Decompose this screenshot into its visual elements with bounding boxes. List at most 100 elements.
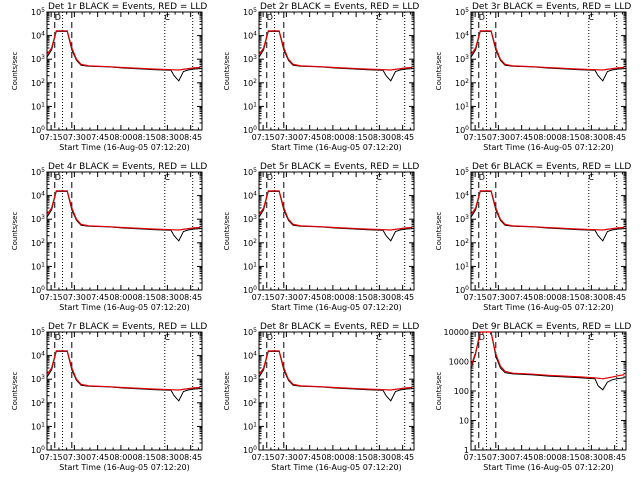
y-tick-label: 100	[243, 285, 257, 295]
x-tick-label: 08:45	[179, 133, 202, 142]
x-tick-label: 07:45	[510, 453, 533, 462]
panel-det-3: Det 3r BLACK = Events, RED = LLD 100 101 10…	[435, 2, 631, 152]
x-axis-label: Start Time (16-Aug-05 07:12:20)	[483, 303, 614, 312]
x-tick-label: 07:45	[86, 453, 109, 462]
x-tick-label: 07:30	[487, 133, 510, 142]
x-tick-label: 07:30	[487, 293, 510, 302]
panel-det-2: Det 2r BLACK = Events, RED = LLD 100 101 10…	[223, 2, 419, 152]
panel-title: Det 3r BLACK = Events, RED = LLD	[472, 2, 631, 12]
y-axis-label: Counts/sec	[11, 372, 19, 411]
panel-det-9: Det 9r BLACK = Events, RED = LLD 1 10 100 10…	[435, 322, 631, 472]
plot-frame	[258, 331, 415, 451]
x-tick-label: 07:45	[510, 293, 533, 302]
x-tick-label: 08:45	[179, 453, 202, 462]
x-axis-label: Start Time (16-Aug-05 07:12:20)	[271, 143, 402, 152]
x-tick-label: 08:15	[345, 293, 368, 302]
x-axis-label: Start Time (16-Aug-05 07:12:20)	[271, 463, 402, 472]
x-axis-label: Start Time (16-Aug-05 07:12:20)	[59, 463, 190, 472]
series-events-line	[470, 190, 625, 242]
x-tick-label: 07:45	[510, 133, 533, 142]
x-tick-label: 08:45	[603, 453, 626, 462]
y-tick-label: 104	[243, 351, 257, 361]
series-events-line	[258, 30, 413, 82]
series-lld-line	[258, 190, 413, 231]
x-tick-label: 08:45	[391, 293, 414, 302]
y-tick-label: 105	[455, 167, 469, 177]
x-tick-label: 08:00	[321, 453, 344, 462]
x-tick-label: 08:30	[368, 133, 391, 142]
y-axis-label: Counts/sec	[223, 52, 231, 91]
x-tick-label: 08:00	[533, 133, 556, 142]
y-tick-label: 103	[455, 54, 469, 64]
x-axis-label: Start Time (16-Aug-05 07:12:20)	[483, 143, 614, 152]
x-tick-label: 07:45	[298, 453, 321, 462]
x-tick-label: 07:30	[275, 453, 298, 462]
x-tick-label: 08:30	[156, 293, 179, 302]
marker-letter-c: C	[588, 13, 594, 22]
x-axis-label: Start Time (16-Aug-05 07:12:20)	[59, 303, 190, 312]
panel-det-4: Det 4r BLACK = Events, RED = LLD 100 101 10…	[11, 162, 207, 312]
panel-title: Det 1r BLACK = Events, RED = LLD	[48, 2, 207, 12]
series-events-line	[46, 190, 201, 242]
x-tick-label: 08:30	[368, 453, 391, 462]
series-lld-line	[470, 190, 625, 231]
panel-det-6: Det 6r BLACK = Events, RED = LLD 100 101 10…	[435, 162, 631, 312]
x-tick-label: 07:45	[298, 133, 321, 142]
marker-letter-d: D	[267, 173, 273, 182]
x-tick-label: 07:45	[298, 293, 321, 302]
y-tick-label: 100	[31, 285, 45, 295]
plot-frame	[46, 11, 203, 131]
series-events-line	[470, 331, 625, 391]
marker-letter-c: C	[164, 13, 170, 22]
x-tick-label: 07:15	[464, 293, 487, 302]
x-tick-label: 08:15	[557, 293, 580, 302]
series-events-line	[46, 30, 201, 82]
y-tick-label: 105	[31, 167, 45, 177]
y-axis-label: Counts/sec	[11, 212, 19, 251]
series-events-line	[258, 190, 413, 242]
x-tick-label: 08:00	[109, 293, 132, 302]
marker-letter-c: C	[376, 173, 382, 182]
marker-letter-d: D	[479, 333, 485, 342]
y-tick-label: 100	[31, 125, 45, 135]
y-tick-label: 105	[243, 167, 257, 177]
y-tick-label: 103	[31, 374, 45, 384]
x-tick-label: 08:00	[533, 453, 556, 462]
x-tick-label: 08:30	[156, 453, 179, 462]
series-lld-line	[46, 190, 201, 231]
marker-letter-d: D	[55, 333, 61, 342]
y-tick-label: 102	[455, 78, 469, 88]
y-tick-label: 101	[455, 101, 469, 111]
plot-frame	[258, 11, 415, 131]
x-axis-label: Start Time (16-Aug-05 07:12:20)	[483, 463, 614, 472]
x-tick-label: 07:30	[275, 293, 298, 302]
y-tick-label: 104	[455, 191, 469, 201]
x-tick-label: 08:45	[391, 453, 414, 462]
y-tick-label: 104	[243, 31, 257, 41]
x-tick-label: 08:15	[345, 453, 368, 462]
marker-letter-d: D	[55, 13, 61, 22]
panel-title: Det 4r BLACK = Events, RED = LLD	[48, 162, 207, 172]
y-tick-label: 104	[455, 31, 469, 41]
panel-title: Det 9r BLACK = Events, RED = LLD	[472, 322, 631, 332]
x-tick-label: 07:15	[252, 293, 275, 302]
y-tick-label: 103	[455, 214, 469, 224]
y-tick-label: 101	[243, 261, 257, 271]
y-tick-label: 102	[31, 238, 45, 248]
series-lld-line	[46, 350, 201, 391]
marker-letter-c: C	[588, 333, 594, 342]
x-tick-label: 07:15	[40, 293, 63, 302]
y-tick-label: 101	[455, 261, 469, 271]
panel-det-7: Det 7r BLACK = Events, RED = LLD 100 101 10…	[11, 322, 207, 472]
y-tick-label: 104	[243, 191, 257, 201]
y-tick-label: 101	[243, 101, 257, 111]
x-tick-label: 07:30	[275, 133, 298, 142]
x-tick-label: 07:15	[252, 133, 275, 142]
plot-frame	[470, 11, 627, 131]
y-tick-label: 103	[243, 374, 257, 384]
x-tick-label: 08:15	[557, 133, 580, 142]
y-tick-label: 101	[31, 261, 45, 271]
x-tick-label: 08:15	[133, 453, 156, 462]
y-tick-label: 10	[459, 417, 469, 426]
y-tick-label: 102	[243, 398, 257, 408]
